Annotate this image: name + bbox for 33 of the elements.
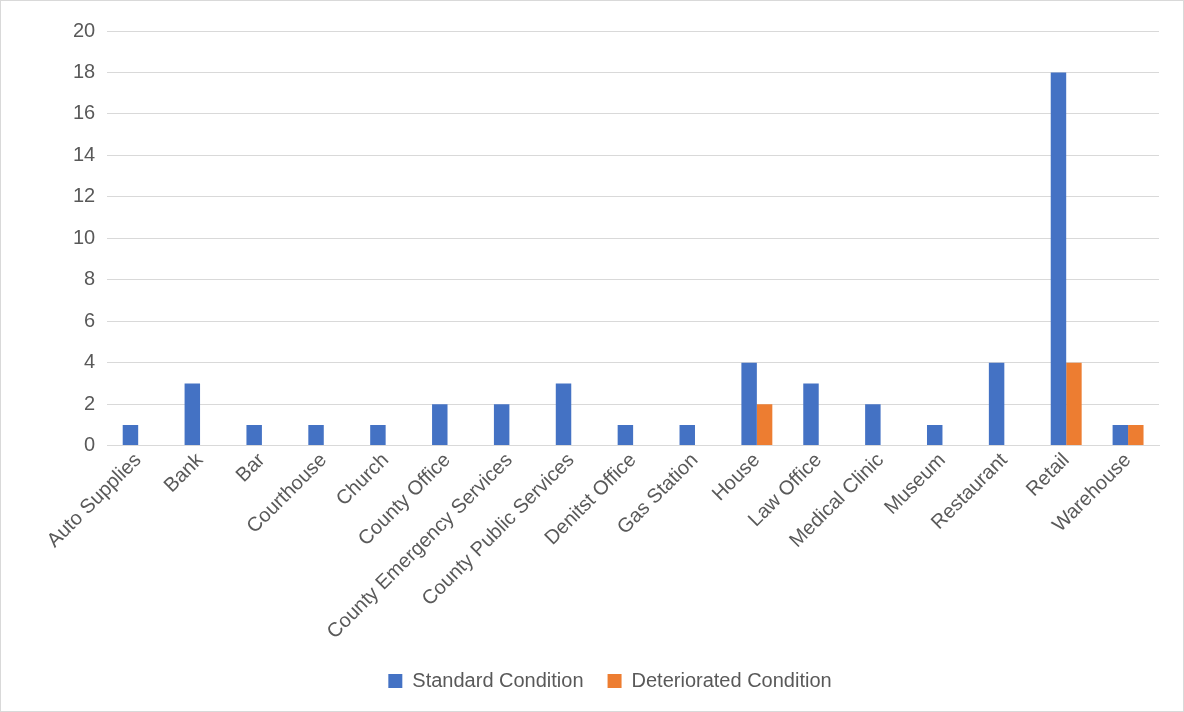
bar: [122, 424, 139, 446]
bar: [1128, 424, 1144, 446]
bar: [756, 404, 773, 446]
y-tick-label: 20: [73, 18, 96, 41]
bar: [617, 424, 634, 446]
bar: [927, 424, 943, 446]
bar: [184, 383, 201, 446]
bar: [988, 362, 1005, 446]
bar: [741, 362, 757, 446]
bar: [246, 424, 262, 446]
bar: [555, 383, 572, 446]
legend-label: Deteriorated Condition: [631, 668, 832, 691]
bar: [1066, 362, 1082, 446]
bar: [308, 424, 324, 446]
bar: [493, 404, 510, 446]
y-tick-label: 2: [84, 391, 96, 414]
bar: [803, 383, 819, 446]
bar: [1112, 424, 1129, 446]
bar: [679, 424, 695, 446]
bar: [865, 404, 881, 446]
y-tick-label: 18: [73, 59, 96, 82]
legend-label: Standard Condition: [412, 668, 584, 691]
bar: [432, 404, 448, 446]
y-tick-label: 10: [73, 225, 96, 248]
bar: [1050, 72, 1067, 446]
y-tick-label: 12: [73, 184, 96, 207]
bar: [370, 424, 386, 446]
y-tick-label: 14: [73, 142, 96, 165]
y-tick-label: 6: [84, 308, 96, 331]
y-tick-label: 0: [84, 433, 96, 456]
y-tick-label: 4: [84, 350, 96, 373]
y-tick-label: 16: [73, 101, 96, 124]
y-tick-label: 8: [84, 267, 96, 290]
